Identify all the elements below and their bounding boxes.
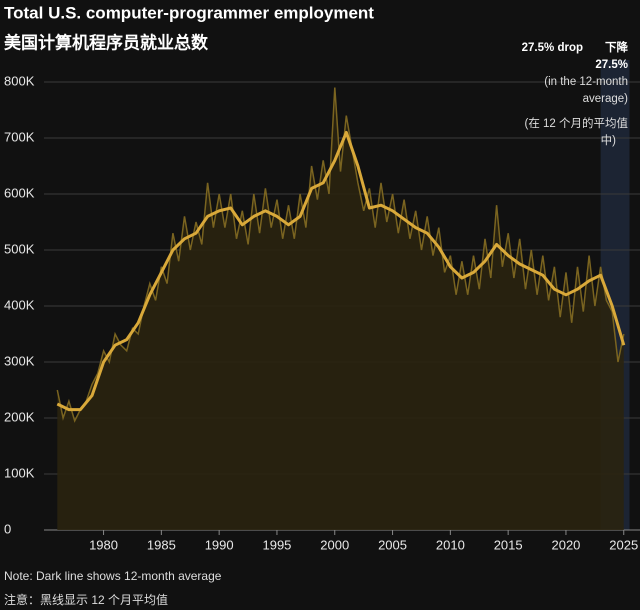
- annotation: 下降: [605, 40, 628, 54]
- annotation: 中): [601, 134, 616, 147]
- annotation: (in the 12-month: [544, 76, 628, 88]
- y-tick-label: 300K: [4, 353, 35, 368]
- x-tick-label: 2025: [609, 537, 638, 552]
- y-tick-label: 700K: [4, 129, 35, 144]
- y-tick-label: 100K: [4, 465, 35, 480]
- y-tick-label: 600K: [4, 185, 35, 200]
- y-tick-label: 0: [4, 521, 11, 536]
- chart-subtitle: 美国计算机程序员就业总数: [4, 32, 209, 52]
- annotation: 27.5%: [595, 59, 628, 71]
- y-tick-label: 400K: [4, 297, 35, 312]
- area: [57, 87, 624, 530]
- y-tick-label: 200K: [4, 409, 35, 424]
- annotation: average): [583, 93, 629, 105]
- x-tick-label: 2020: [551, 537, 580, 552]
- x-tick-label: 2010: [436, 537, 465, 552]
- note-zh: 注意：黑线显示 12 个月平均值: [4, 592, 168, 607]
- y-tick-label: 800K: [4, 73, 35, 88]
- x-tick-label: 1985: [147, 537, 176, 552]
- x-tick-label: 1995: [262, 537, 291, 552]
- line: [56, 130, 626, 412]
- x-tick-label: 2015: [494, 537, 523, 552]
- chart-title: Total U.S. computer-programmer employmen…: [4, 3, 374, 22]
- x-tick-label: 2005: [378, 537, 407, 552]
- annotation: (在 12 个月的平均值: [524, 116, 628, 130]
- y-tick-label: 500K: [4, 241, 35, 256]
- annotation: 27.5% drop: [522, 42, 583, 54]
- x-tick-label: 2000: [320, 537, 349, 552]
- x-tick-label: 1990: [205, 537, 234, 552]
- note: Note: Dark line shows 12-month average: [4, 569, 222, 583]
- x-tick-label: 1980: [89, 537, 118, 552]
